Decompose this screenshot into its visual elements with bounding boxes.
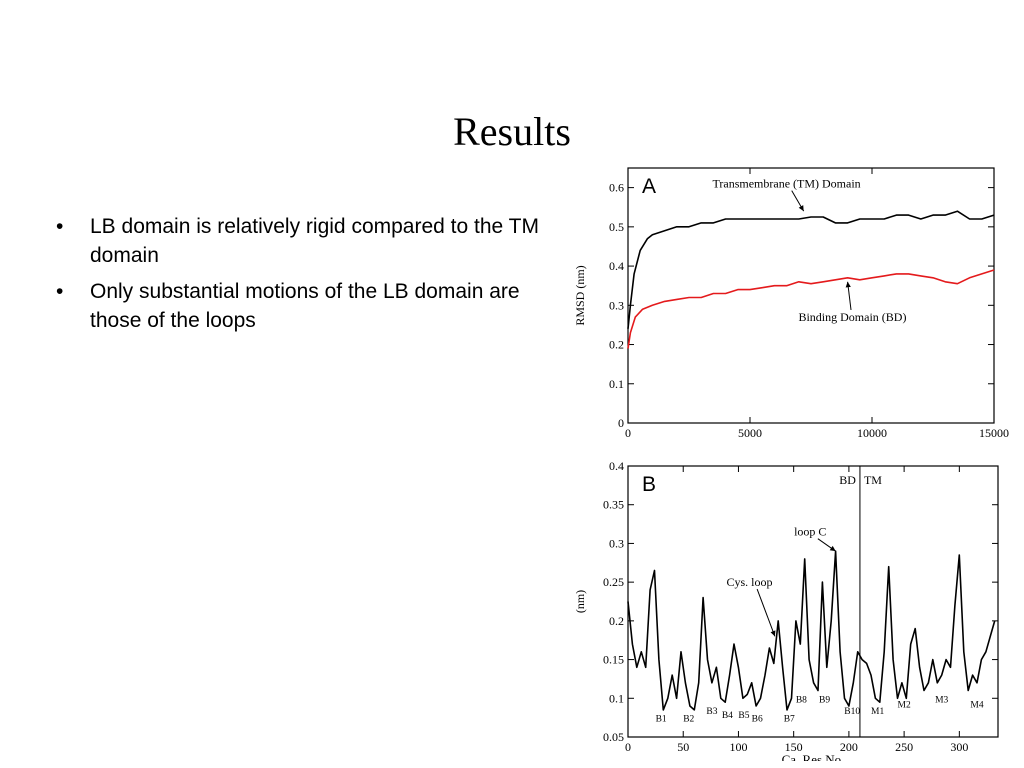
annotation-label: Cys. loop [726, 575, 772, 589]
point-label: B8 [796, 695, 807, 705]
point-label: B9 [819, 695, 830, 705]
series-line [627, 550, 996, 711]
x-tick-label: 100 [729, 740, 747, 754]
y-tick-label: 0.2 [609, 338, 624, 352]
y-tick-label: 0 [618, 416, 624, 430]
point-label: M1 [871, 707, 884, 717]
y-tick-label: 0.3 [609, 536, 624, 550]
plot-frame [627, 167, 995, 424]
x-tick-label: 50 [677, 740, 689, 754]
series-line [627, 210, 995, 329]
bullet-dot-icon: • [56, 215, 64, 238]
x-tick-label: 0 [625, 426, 631, 440]
y-tick-label: 0.1 [609, 691, 624, 705]
point-label: B2 [683, 715, 694, 725]
annotation-arrowhead [829, 545, 836, 552]
annotation-label: Transmembrane (TM) Domain [712, 177, 860, 191]
y-tick-label: 0.4 [609, 459, 624, 473]
y-tick-label: 0.6 [609, 181, 624, 195]
panel-letter: A [642, 175, 656, 198]
x-tick-label: 10000 [857, 426, 887, 440]
point-label: B5 [738, 711, 749, 721]
y-tick-label: 0.2 [609, 614, 624, 628]
point-label: M4 [970, 701, 983, 711]
point-label: B6 [752, 715, 763, 725]
bullet-item: • LB domain is relatively rigid compared … [48, 212, 568, 270]
bullet-list: • LB domain is relatively rigid compared … [48, 212, 568, 342]
x-tick-label: 15000 [979, 426, 1009, 440]
y-tick-label: 0.3 [609, 298, 624, 312]
annotation-label: loop C [794, 525, 826, 539]
panel-letter: B [642, 473, 656, 496]
region-label: TM [864, 473, 882, 487]
region-label: BD [839, 473, 856, 487]
y-tick-label: 0.25 [603, 575, 624, 589]
point-label: M2 [898, 701, 911, 711]
y-tick-label: 0.05 [603, 730, 624, 744]
y-tick-label: 0.35 [603, 498, 624, 512]
bullet-text: LB domain is relatively rigid compared t… [90, 215, 539, 267]
x-tick-label: 300 [950, 740, 968, 754]
bullet-dot-icon: • [56, 280, 64, 303]
x-tick-label: 200 [840, 740, 858, 754]
annotation-arrow [756, 588, 776, 637]
point-label: B7 [784, 715, 795, 725]
point-label: B10 [844, 707, 860, 717]
y-axis-label: (nm) [573, 590, 587, 613]
annotation-label: Binding Domain (BD) [798, 310, 906, 324]
slide-title: Results [453, 109, 571, 154]
x-tick-label: 5000 [738, 426, 762, 440]
x-tick-label: 0 [625, 740, 631, 754]
x-tick-label: 250 [895, 740, 913, 754]
point-label: B1 [656, 715, 667, 725]
y-tick-label: 0.15 [603, 653, 624, 667]
y-axis-label: RMSD (nm) [573, 265, 587, 325]
bullet-item: • Only substantial motions of the LB doma… [48, 277, 568, 335]
chart-panel-a: 0 0.1 0.2 0.3 0.4 0.5 0.6 0 5000 10000 15000 Transm… [573, 167, 1009, 440]
annotation-arrowhead [845, 281, 851, 288]
point-label: M3 [935, 695, 948, 705]
y-tick-label: 0.1 [609, 377, 624, 391]
series-line [627, 269, 995, 349]
y-tick-label: 0.4 [609, 259, 624, 273]
annotation-arrowhead [770, 630, 776, 637]
bullet-text: Only substantial motions of the LB domai… [90, 280, 520, 332]
point-label: B3 [706, 707, 717, 717]
point-label: B4 [722, 711, 733, 721]
x-tick-label: 150 [785, 740, 803, 754]
chart-panel-b: 0.05 0.1 0.15 0.2 0.25 0.3 0.35 0.4 0 50 100 150 200… [573, 459, 999, 761]
y-tick-label: 0.5 [609, 220, 624, 234]
annotation-arrowhead [798, 205, 804, 212]
x-axis-label: Ca. Res.No. [782, 752, 845, 761]
